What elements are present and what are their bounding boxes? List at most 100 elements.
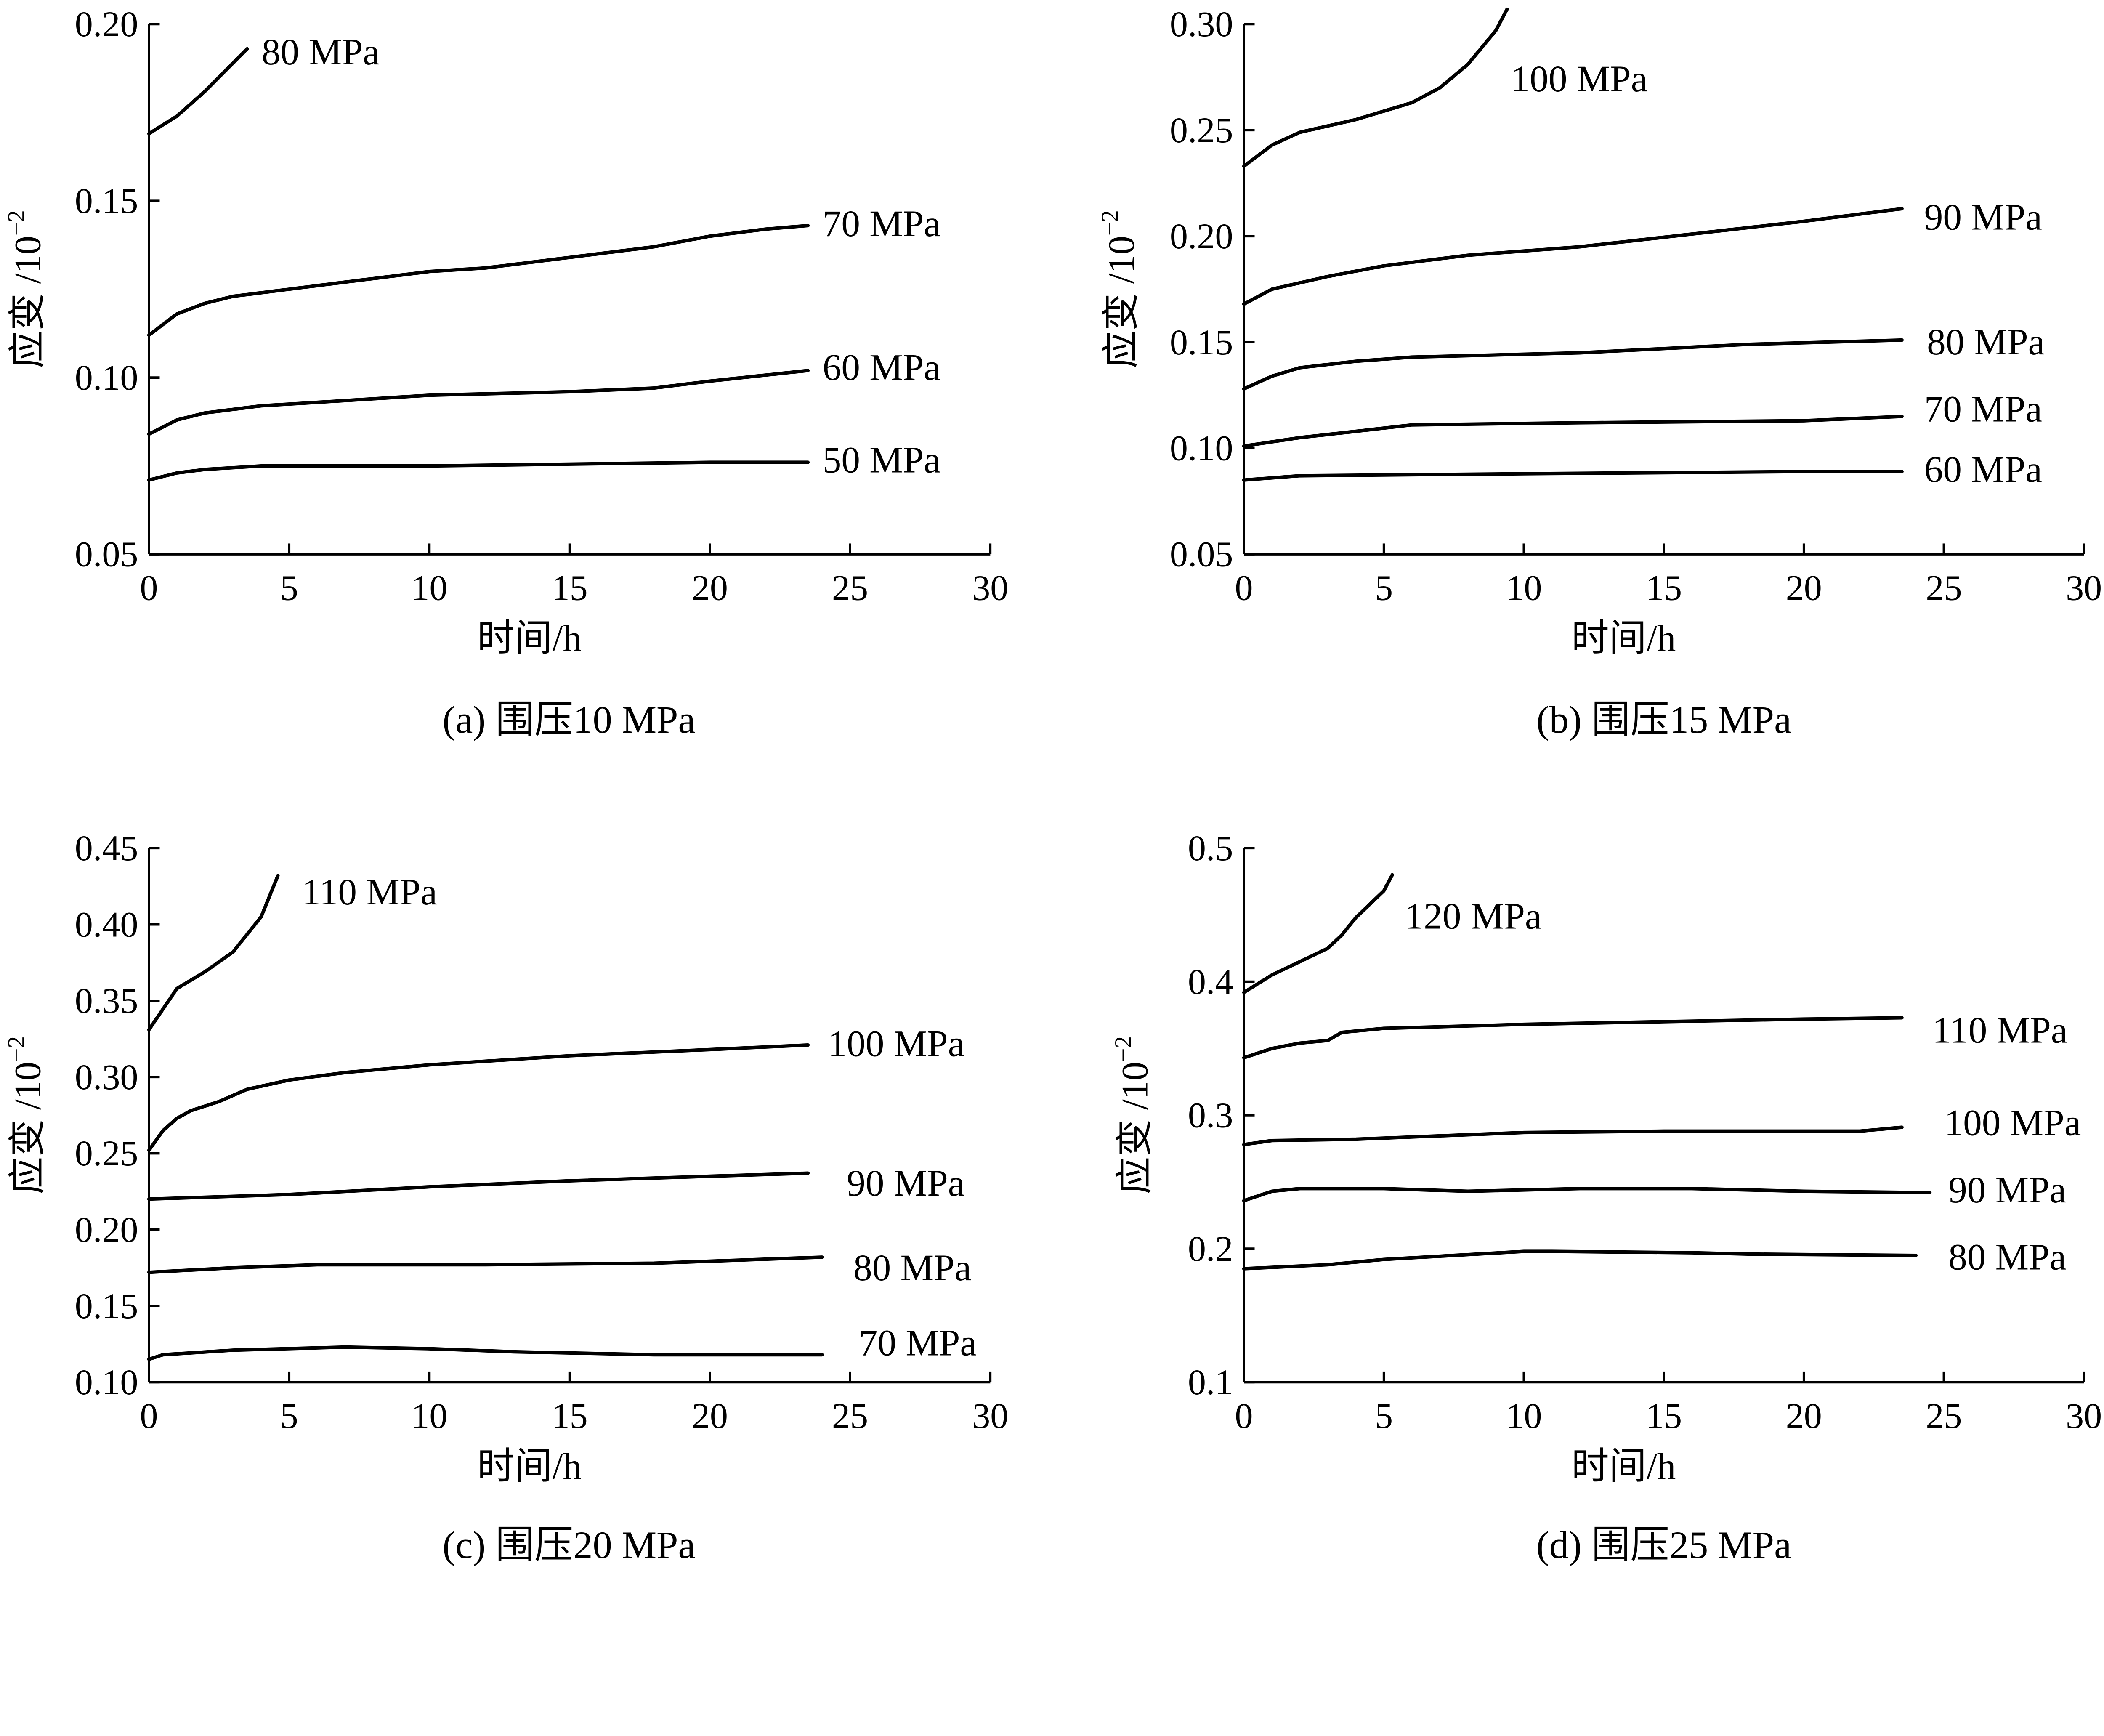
- y-tick-label: 0.40: [75, 904, 138, 944]
- y-axis-title: 应变 /10−2: [1110, 1036, 1156, 1194]
- y-tick-label: 0.5: [1188, 828, 1233, 868]
- subplot-a: 0 5 10 15 20 25 30 0.05 0.10 0.15 0.20 时间/h 应变 /10−2…: [3, 4, 1008, 742]
- y-axis-title: 应变 /10−2: [3, 1036, 48, 1194]
- y-tick-label: 0.05: [75, 534, 138, 574]
- x-axis-title: 时间/h: [1571, 1446, 1676, 1487]
- series-label: 90 MPa: [1948, 1169, 2066, 1211]
- y-tick-label: 0.10: [75, 1362, 138, 1402]
- x-tick-label: 15: [552, 1396, 588, 1436]
- x-tick-label: 0: [1235, 1396, 1253, 1436]
- x-tick-label: 30: [2066, 567, 2102, 608]
- y-tick-label: 0.25: [75, 1133, 138, 1173]
- series-label: 50 MPa: [823, 439, 940, 481]
- y-axis-title: 应变 /10−2: [1097, 210, 1142, 368]
- x-tick-label: 10: [1506, 567, 1542, 608]
- series-label: 80 MPa: [853, 1247, 971, 1289]
- y-tick-label: 0.35: [75, 981, 138, 1021]
- series-line-110-mpa: [147, 874, 280, 1031]
- series-line-80-mpa: [1242, 338, 1904, 391]
- subplot-b: 0 5 10 15 20 25 30 0.05 0.10 0.15 0.20 0.25 0.30 时间/h…: [1097, 4, 2102, 742]
- x-tick-label: 20: [1786, 1396, 1822, 1436]
- y-tick-label: 0.05: [1170, 534, 1233, 574]
- x-tick-label: 30: [972, 567, 1008, 608]
- series-label: 90 MPa: [1924, 196, 2042, 238]
- series-line-100-mpa: [147, 1043, 810, 1152]
- series-line-120-mpa: [1242, 873, 1394, 994]
- y-tick-label: 0.15: [75, 181, 138, 221]
- series-label: 100 MPa: [1511, 58, 1648, 100]
- y-axis-title: 应变 /10−2: [3, 210, 48, 368]
- series-label: 120 MPa: [1405, 896, 1542, 937]
- subplot-caption: (d) 围压25 MPa: [1536, 1524, 1791, 1567]
- y-tick-label: 0.10: [75, 357, 138, 398]
- subplot-caption: (c) 围压20 MPa: [443, 1524, 696, 1567]
- series-line-50-mpa: [147, 460, 810, 482]
- subplot-d: 0 5 10 15 20 25 30 0.1 0.2 0.3 0.4 0.5 时间/h 应变 /10−2 1…: [1110, 828, 2102, 1567]
- x-axis-title: 时间/h: [477, 1446, 582, 1487]
- x-tick-label: 25: [832, 1396, 868, 1436]
- series-line-90-mpa: [1242, 1187, 1932, 1203]
- series-line-70-mpa: [147, 1345, 824, 1361]
- y-tick-label: 0.20: [75, 1210, 138, 1250]
- series-label: 60 MPa: [823, 346, 940, 388]
- y-tick-label: 0.30: [75, 1057, 138, 1097]
- x-axis-title: 时间/h: [1571, 618, 1676, 659]
- y-axis-title-exponent: −2: [3, 210, 29, 236]
- y-tick-label: 0.25: [1170, 110, 1233, 150]
- x-tick-label: 5: [280, 567, 298, 608]
- series-line-70-mpa: [1242, 415, 1904, 448]
- x-tick-label: 5: [280, 1396, 298, 1436]
- series-label: 100 MPa: [828, 1023, 964, 1065]
- y-axis-title-base: 应变 /10: [1114, 1062, 1156, 1194]
- y-tick-label: 0.2: [1188, 1228, 1233, 1269]
- series-label: 80 MPa: [1948, 1236, 2066, 1278]
- x-tick-label: 5: [1375, 567, 1393, 608]
- y-tick-label: 0.1: [1188, 1362, 1233, 1402]
- series-label: 60 MPa: [1924, 449, 2042, 490]
- series-label: 110 MPa: [1932, 1010, 2068, 1051]
- x-tick-label: 15: [1646, 1396, 1682, 1436]
- y-tick-label: 0.10: [1170, 428, 1233, 468]
- series-label: 70 MPa: [1924, 388, 2042, 430]
- series-label: 100 MPa: [1945, 1102, 2081, 1144]
- series-label: 80 MPa: [262, 31, 380, 73]
- series-label: 80 MPa: [1927, 321, 2045, 363]
- series-line-60-mpa: [147, 369, 810, 436]
- y-axis-title-exponent: −2: [1097, 210, 1123, 236]
- x-tick-label: 10: [411, 1396, 447, 1436]
- y-tick-label: 0.4: [1188, 961, 1233, 1002]
- x-tick-label: 25: [1926, 567, 1962, 608]
- series-label: 70 MPa: [859, 1322, 977, 1364]
- x-tick-label: 30: [2066, 1396, 2102, 1436]
- x-tick-label: 20: [692, 1396, 728, 1436]
- x-tick-label: 30: [972, 1396, 1008, 1436]
- series-line-70-mpa: [147, 223, 810, 337]
- series-line-80-mpa: [1242, 1249, 1918, 1271]
- series-line-60-mpa: [1242, 470, 1904, 482]
- series-line-100-mpa: [1242, 7, 1509, 168]
- x-tick-label: 20: [692, 567, 728, 608]
- x-tick-label: 0: [140, 1396, 158, 1436]
- series-line-90-mpa: [1242, 207, 1904, 306]
- series-label: 110 MPa: [302, 871, 437, 913]
- y-tick-label: 0.20: [75, 4, 138, 44]
- x-tick-label: 0: [140, 567, 158, 608]
- x-tick-label: 10: [1506, 1396, 1542, 1436]
- x-axis-title: 时间/h: [477, 618, 582, 659]
- series-line-100-mpa: [1242, 1125, 1904, 1146]
- y-tick-label: 0.20: [1170, 216, 1233, 256]
- x-tick-label: 15: [1646, 567, 1682, 608]
- y-tick-label: 0.3: [1188, 1095, 1233, 1135]
- y-axis-title-base: 应变 /10: [7, 1062, 49, 1194]
- y-tick-label: 0.45: [75, 828, 138, 868]
- subplot-caption: (b) 围压15 MPa: [1536, 699, 1791, 742]
- series-line-110-mpa: [1242, 1016, 1904, 1060]
- y-axis-title-base: 应变 /10: [7, 236, 49, 368]
- y-tick-label: 0.30: [1170, 4, 1233, 44]
- x-tick-label: 15: [552, 567, 588, 608]
- x-tick-label: 25: [1926, 1396, 1962, 1436]
- x-tick-label: 20: [1786, 567, 1822, 608]
- x-tick-label: 10: [411, 567, 447, 608]
- y-axis-title-exponent: −2: [3, 1036, 29, 1062]
